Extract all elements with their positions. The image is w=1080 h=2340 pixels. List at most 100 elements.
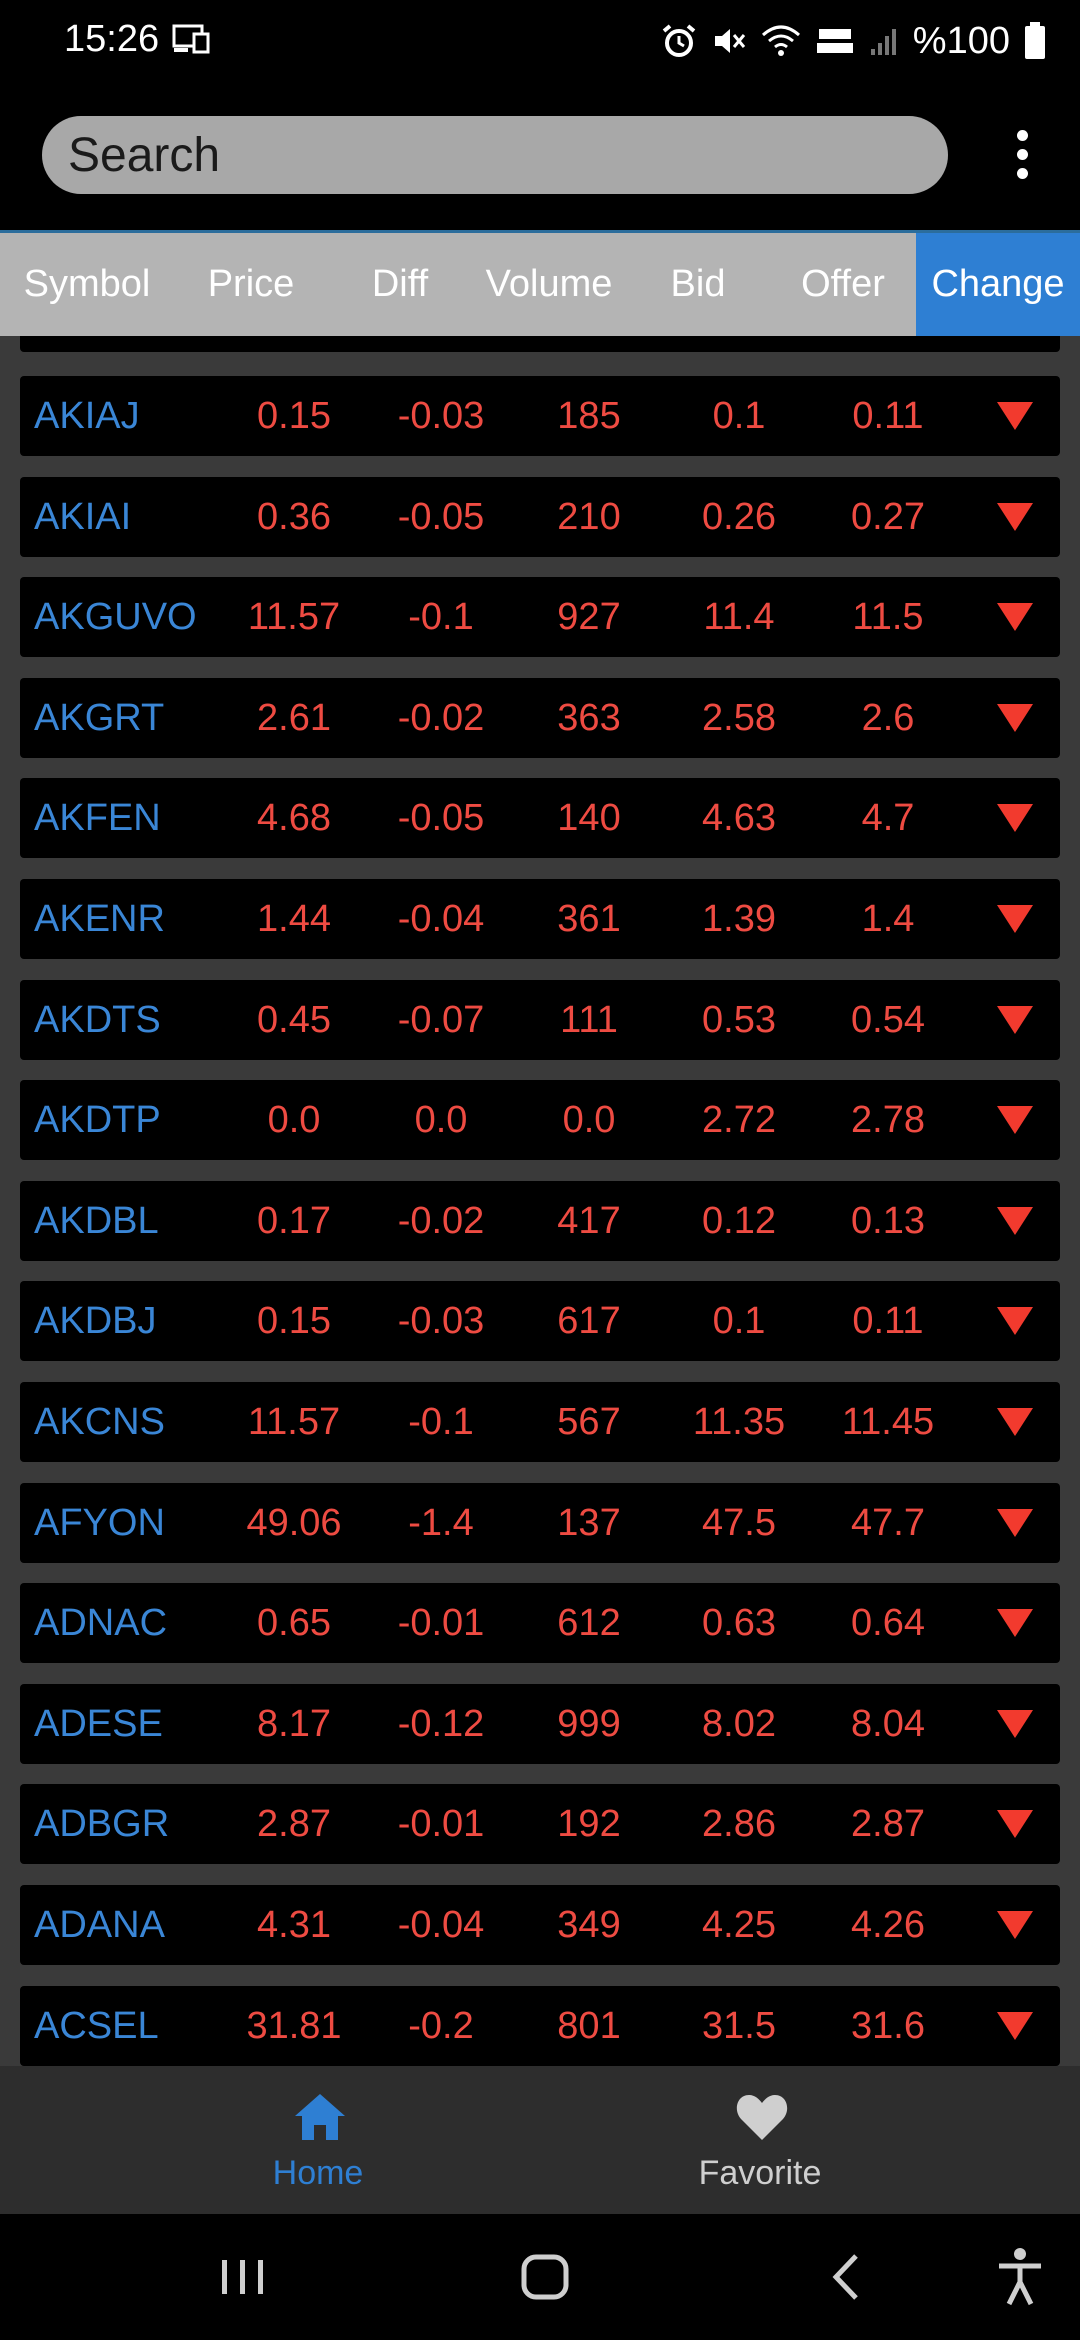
table-row[interactable]: AKFEN 4.68 -0.05 140 4.63 4.7 — [20, 778, 1060, 858]
down-arrow-icon — [997, 402, 1033, 430]
nav-favorite[interactable]: Favorite — [610, 2066, 910, 2214]
table-row[interactable]: AKDTP 0.0 0.0 0.0 2.72 2.78 — [20, 1080, 1060, 1160]
down-arrow-icon — [997, 1006, 1033, 1034]
volume-cell: 612 — [557, 1601, 621, 1644]
down-arrow-icon — [997, 1307, 1033, 1335]
table-row[interactable]: AKDTS 0.45 -0.07 111 0.53 0.54 — [20, 980, 1060, 1060]
change-cell — [970, 1207, 1060, 1235]
offer-cell: 0.13 — [851, 1199, 925, 1242]
mute-icon — [714, 29, 745, 53]
table-row[interactable]: AKGRT 2.61 -0.02 363 2.58 2.6 — [20, 678, 1060, 758]
header-offer[interactable]: Offer — [801, 263, 885, 305]
change-cell — [970, 402, 1060, 430]
price-cell: 11.57 — [247, 595, 341, 638]
table-row[interactable]: AKCNS 11.57 -0.1 567 11.35 11.45 — [20, 1382, 1060, 1462]
table-row[interactable]: ADANA 4.31 -0.04 349 4.25 4.26 — [20, 1885, 1060, 1965]
stock-list[interactable]: AKIAJ 0.15 -0.03 185 0.1 0.11 AKIAI 0.36 -0.05 21… — [0, 336, 1080, 2066]
table-row[interactable]: AKDBJ 0.15 -0.03 617 0.1 0.11 — [20, 1281, 1060, 1361]
offer-cell: 4.7 — [861, 796, 915, 839]
table-row[interactable]: AKENR 1.44 -0.04 361 1.39 1.4 — [20, 879, 1060, 959]
table-row[interactable]: ADESE 8.17 -0.12 999 8.02 8.04 — [20, 1684, 1060, 1764]
offer-cell: 47.7 — [851, 1501, 925, 1544]
symbol-cell: AFYON — [34, 1501, 165, 1544]
offer-cell: 11.5 — [852, 595, 924, 638]
bid-cell: 0.26 — [702, 495, 776, 538]
status-bar: 15:26 %100 — [0, 0, 1080, 84]
change-cell — [970, 503, 1060, 531]
back-icon[interactable] — [812, 2244, 882, 2310]
search-input[interactable] — [42, 116, 948, 194]
offer-cell: 8.04 — [851, 1702, 925, 1745]
table-row[interactable]: AFYON 49.06 -1.4 137 47.5 47.7 — [20, 1483, 1060, 1563]
down-arrow-icon — [997, 603, 1033, 631]
table-row[interactable]: AKDBL 0.17 -0.02 417 0.12 0.13 — [20, 1181, 1060, 1261]
header-price[interactable]: Price — [207, 263, 295, 305]
down-arrow-icon — [997, 1207, 1033, 1235]
home-button-icon[interactable] — [510, 2244, 580, 2310]
down-arrow-icon — [997, 503, 1033, 531]
partial-row — [20, 336, 1060, 352]
table-row[interactable]: AKGUVO 11.57 -0.1 927 11.4 11.5 — [20, 577, 1060, 657]
more-options-icon[interactable] — [1010, 130, 1034, 186]
recent-apps-icon[interactable] — [208, 2244, 278, 2310]
down-arrow-icon — [997, 704, 1033, 732]
price-cell: 2.87 — [257, 1802, 331, 1845]
offer-cell: 0.64 — [851, 1601, 925, 1644]
bid-cell: 8.02 — [702, 1702, 776, 1745]
diff-cell: -0.02 — [397, 1199, 485, 1242]
change-cell — [970, 1810, 1060, 1838]
bid-cell: 11.35 — [692, 1400, 786, 1443]
offer-cell: 0.54 — [851, 998, 925, 1041]
diff-cell: -0.04 — [397, 1903, 485, 1946]
change-cell — [970, 1307, 1060, 1335]
table-row[interactable]: AKIAI 0.36 -0.05 210 0.26 0.27 — [20, 477, 1060, 557]
volume-cell: 617 — [557, 1299, 621, 1342]
wifi-icon — [761, 25, 800, 56]
diff-cell: -0.1 — [408, 595, 474, 638]
price-cell: 0.45 — [257, 998, 331, 1041]
status-time: 15:26 — [64, 18, 160, 60]
header-volume[interactable]: Volume — [485, 263, 613, 305]
bid-cell: 0.63 — [702, 1601, 776, 1644]
alarm-icon — [662, 24, 696, 57]
battery-percent: %100 — [912, 19, 1010, 62]
down-arrow-icon — [997, 1710, 1033, 1738]
offer-cell: 0.11 — [852, 394, 924, 437]
bid-cell: 0.1 — [712, 394, 766, 437]
diff-cell: -0.2 — [408, 2004, 474, 2047]
header-bid[interactable]: Bid — [670, 263, 726, 305]
app-bar — [0, 84, 1080, 230]
volume-cell: 363 — [557, 696, 621, 739]
table-row[interactable]: ADNAC 0.65 -0.01 612 0.63 0.64 — [20, 1583, 1060, 1663]
bid-cell: 0.53 — [702, 998, 776, 1041]
accessibility-icon[interactable] — [985, 2244, 1055, 2310]
bid-cell: 1.39 — [702, 897, 776, 940]
price-cell: 0.65 — [257, 1601, 331, 1644]
symbol-cell: AKGUVO — [34, 595, 197, 638]
down-arrow-icon — [997, 1609, 1033, 1637]
symbol-cell: ADESE — [34, 1702, 163, 1745]
price-cell: 2.61 — [257, 696, 331, 739]
down-arrow-icon — [997, 905, 1033, 933]
header-diff[interactable]: Diff — [371, 263, 429, 305]
table-row[interactable]: ADBGR 2.87 -0.01 192 2.86 2.87 — [20, 1784, 1060, 1864]
heart-icon — [736, 2095, 788, 2140]
symbol-cell: ACSEL — [34, 2004, 159, 2047]
price-cell: 0.17 — [257, 1199, 331, 1242]
down-arrow-icon — [997, 1106, 1033, 1134]
header-change[interactable]: Change — [916, 233, 1080, 336]
symbol-cell: ADBGR — [34, 1802, 170, 1845]
change-cell — [970, 1106, 1060, 1134]
nav-home[interactable]: Home — [168, 2066, 468, 2214]
battery-icon — [1025, 22, 1045, 59]
bid-cell: 4.25 — [702, 1903, 776, 1946]
symbol-cell: AKDTS — [34, 998, 161, 1041]
volume-cell: 999 — [557, 1702, 621, 1745]
header-symbol[interactable]: Symbol — [23, 263, 151, 305]
change-cell — [970, 905, 1060, 933]
diff-cell: -1.4 — [408, 1501, 474, 1544]
table-row[interactable]: AKIAJ 0.15 -0.03 185 0.1 0.11 — [20, 376, 1060, 456]
change-cell — [970, 1609, 1060, 1637]
table-row[interactable]: ACSEL 31.81 -0.2 801 31.5 31.6 — [20, 1986, 1060, 2066]
cast-icon — [172, 24, 210, 54]
